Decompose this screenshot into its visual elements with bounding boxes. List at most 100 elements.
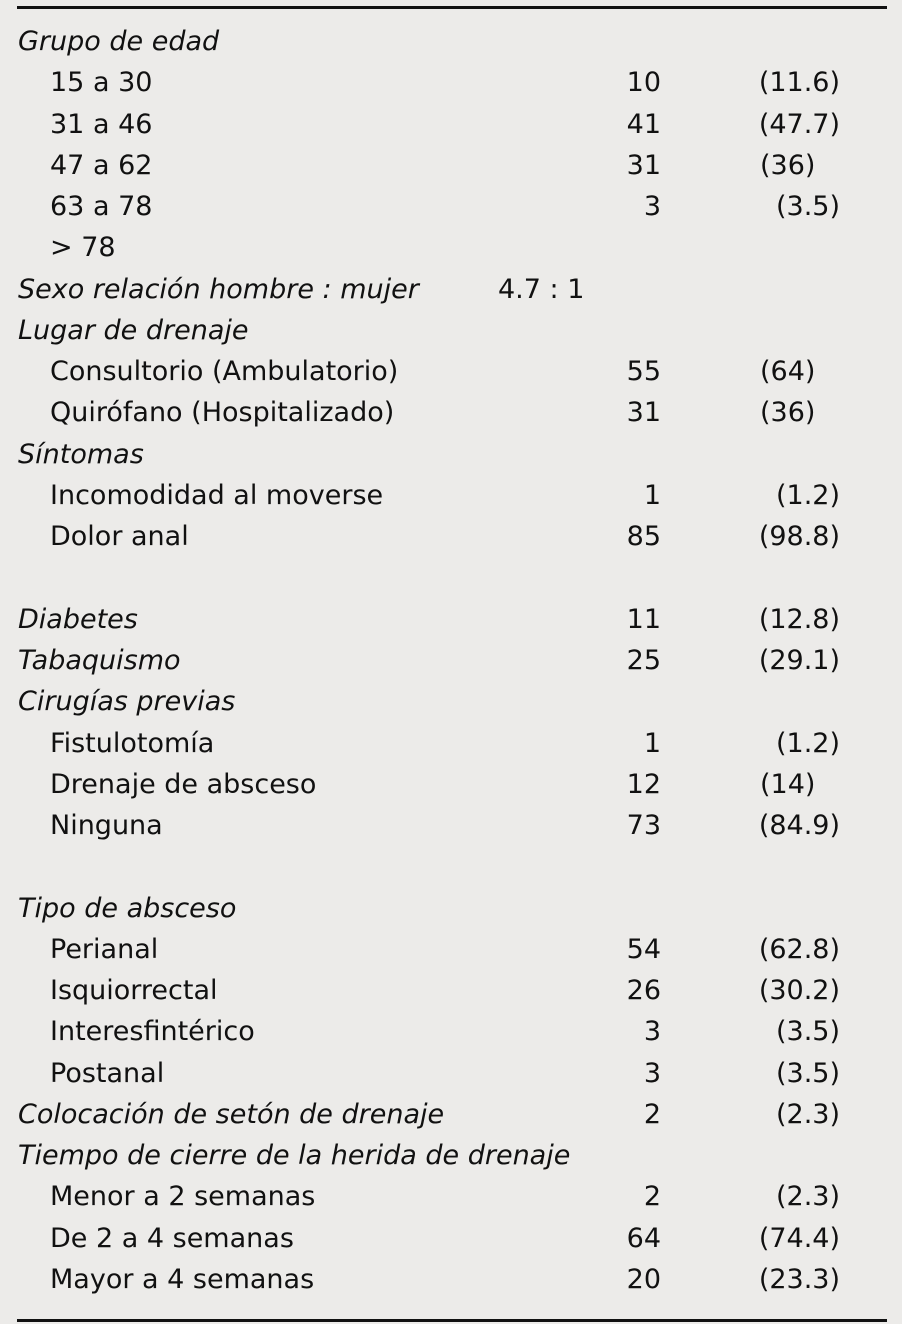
row-label: Sexo relación hombre : mujer — [18, 273, 419, 305]
row-count: 2 — [643, 1098, 661, 1130]
row-label: Mayor a 4 semanas — [50, 1263, 315, 1295]
row-label: Ninguna — [50, 810, 163, 842]
row-percent: (23.3) — [758, 1263, 840, 1295]
table-row: Fistulotomía 1 (1.2) — [0, 723, 902, 764]
row-count: 3 — [643, 1016, 661, 1048]
row-count: 41 — [626, 108, 661, 140]
row-percent: (3.5) — [775, 1057, 840, 1089]
row-label: Lugar de drenaje — [18, 314, 249, 346]
row-count: 85 — [626, 521, 661, 553]
row-percent: (12.8) — [758, 603, 840, 635]
row-count: 25 — [626, 644, 661, 676]
row-label: Consultorio (Ambulatorio) — [50, 356, 399, 388]
row-label: Grupo de edad — [18, 26, 220, 57]
row-percent: (30.2) — [758, 975, 840, 1007]
row-percent: (2.3) — [775, 1098, 840, 1130]
table-section-row: Diabetes 11 (12.8) — [0, 599, 902, 640]
row-label: Fistulotomía — [50, 727, 215, 759]
row-percent: (98.8) — [758, 521, 840, 553]
row-label: Drenaje de absceso — [50, 768, 317, 800]
table-row: De 2 a 4 semanas 64 (74.4) — [0, 1218, 902, 1259]
table-row: Incomodidad al moverse 1 (1.2) — [0, 475, 902, 516]
table-row: Interesfintérico 3 (3.5) — [0, 1011, 902, 1052]
table-row: Perianal 54 (62.8) — [0, 929, 902, 970]
table-section-row: Tiempo de cierre de la herida de drenaje — [0, 1135, 902, 1176]
row-count: 26 — [626, 975, 661, 1007]
table-section-row: Tabaquismo 25 (29.1) — [0, 640, 902, 681]
table-row: Mayor a 4 semanas 20 (23.3) — [0, 1259, 902, 1300]
table-row: > 78 — [0, 227, 902, 268]
table-section-row: Lugar de drenaje — [0, 310, 902, 351]
row-count: 3 — [643, 1057, 661, 1089]
row-label: 15 a 30 — [50, 67, 153, 99]
table-row: Menor a 2 semanas 2 (2.3) — [0, 1176, 902, 1217]
row-label: Dolor anal — [50, 521, 189, 553]
row-label: Interesfintérico — [50, 1016, 255, 1048]
top-rule — [17, 6, 887, 9]
row-percent: (1.2) — [775, 479, 840, 511]
row-percent: (11.6) — [758, 67, 840, 99]
row-label: 31 a 46 — [50, 108, 153, 140]
row-label: Postanal — [50, 1057, 165, 1089]
table-section-row: Colocación de setón de drenaje 2 (2.3) — [0, 1094, 902, 1135]
row-count: 10 — [626, 67, 661, 99]
row-label: Tabaquismo — [18, 644, 181, 676]
table-row: Drenaje de absceso 12 (14) — [0, 764, 902, 805]
row-percent: (1.2) — [775, 727, 840, 759]
row-percent: (3.5) — [775, 191, 840, 223]
row-percent: (14) — [760, 768, 816, 800]
row-count: 64 — [626, 1222, 661, 1254]
table-row: 31 a 46 41 (47.7) — [0, 104, 902, 145]
row-percent: (74.4) — [758, 1222, 840, 1254]
row-label: Diabetes — [18, 603, 138, 635]
table-section-row: Grupo de edad — [0, 21, 902, 62]
table-section-row: Sexo relación hombre : mujer 4.7 : 1 — [0, 269, 902, 310]
row-ratio: 4.7 : 1 — [498, 273, 585, 305]
table-row: Ninguna 73 (84.9) — [0, 805, 902, 846]
row-label: Isquiorrectal — [50, 975, 218, 1007]
row-count: 1 — [643, 727, 661, 759]
row-count: 20 — [626, 1263, 661, 1295]
row-percent: (3.5) — [775, 1016, 840, 1048]
table-section-row: Cirugías previas — [0, 681, 902, 722]
row-percent: (36) — [760, 149, 816, 181]
row-count: 31 — [626, 149, 661, 181]
table-row: 15 a 30 10 (11.6) — [0, 62, 902, 103]
row-label: Perianal — [50, 933, 159, 965]
row-percent: (47.7) — [758, 108, 840, 140]
table-row: Quirófano (Hospitalizado) 31 (36) — [0, 392, 902, 433]
table-section-row: Síntomas — [0, 434, 902, 475]
row-label: Colocación de setón de drenaje — [18, 1098, 445, 1130]
row-percent: (84.9) — [758, 810, 840, 842]
table-section-row: Tipo de absceso — [0, 888, 902, 929]
row-count: 2 — [643, 1181, 661, 1213]
data-table: Grupo de edad 15 a 30 10 (11.6) 31 a 46 41 (47… — [0, 21, 902, 1300]
row-label: 63 a 78 — [50, 191, 153, 223]
table-row: Postanal 3 (3.5) — [0, 1053, 902, 1094]
table-row: Isquiorrectal 26 (30.2) — [0, 970, 902, 1011]
table-row: 63 a 78 3 (3.5) — [0, 186, 902, 227]
table-row: Dolor anal 85 (98.8) — [0, 516, 902, 557]
row-label: Tiempo de cierre de la herida de drenaje — [18, 1140, 571, 1172]
bottom-rule — [17, 1319, 887, 1322]
row-label: 47 a 62 — [50, 149, 153, 181]
row-count: 1 — [643, 479, 661, 511]
row-label: De 2 a 4 semanas — [50, 1222, 294, 1254]
row-count: 3 — [643, 191, 661, 223]
table-spacer-row — [0, 557, 902, 598]
row-count: 73 — [626, 810, 661, 842]
row-percent: (64) — [760, 356, 816, 388]
row-count: 55 — [626, 356, 661, 388]
row-label: Tipo de absceso — [18, 892, 237, 924]
row-percent: (29.1) — [758, 644, 840, 676]
row-label: Incomodidad al moverse — [50, 479, 384, 511]
row-percent: (2.3) — [775, 1181, 840, 1213]
row-percent: (36) — [760, 397, 816, 429]
table-row: 47 a 62 31 (36) — [0, 145, 902, 186]
table-row: Consultorio (Ambulatorio) 55 (64) — [0, 351, 902, 392]
row-count: 11 — [626, 603, 661, 635]
table-spacer-row — [0, 846, 902, 887]
row-label: Quirófano (Hospitalizado) — [50, 397, 395, 429]
row-count: 12 — [626, 768, 661, 800]
row-percent: (62.8) — [758, 933, 840, 965]
